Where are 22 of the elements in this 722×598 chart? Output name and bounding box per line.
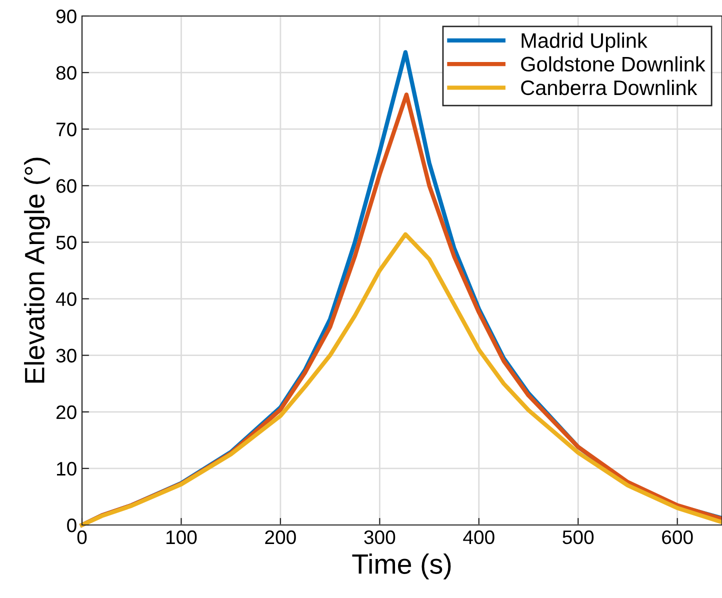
legend-label: Madrid Uplink (522, 32, 648, 52)
x-tick-label: 100 (166, 530, 197, 544)
y-tick-label: 90 (56, 9, 76, 24)
y-tick-label: 0 (67, 518, 76, 532)
x-tick-label: 0 (77, 530, 87, 544)
y-tick-label: 60 (56, 179, 76, 193)
x-tick-label: 400 (463, 530, 494, 544)
y-tick-label: 40 (56, 292, 76, 306)
x-tick-label: 600 (662, 530, 693, 544)
x-tick-label: 200 (265, 530, 296, 544)
y-tick-label: 10 (56, 462, 76, 476)
y-tick-label: 50 (56, 236, 76, 250)
y-tick-label: 70 (56, 122, 76, 136)
y-tick-label: 30 (56, 348, 76, 363)
x-axis-title: Time (s) (352, 554, 451, 580)
legend-label: Canberra Downlink (521, 80, 698, 96)
y-axis-title: Elevation Angle (°) (24, 158, 50, 383)
legend-label: Goldstone Downlink (521, 56, 706, 72)
x-tick-label: 300 (364, 530, 396, 544)
x-tick-label: 500 (562, 530, 594, 544)
y-tick-label: 20 (56, 405, 76, 420)
y-tick-label: 80 (56, 66, 76, 80)
